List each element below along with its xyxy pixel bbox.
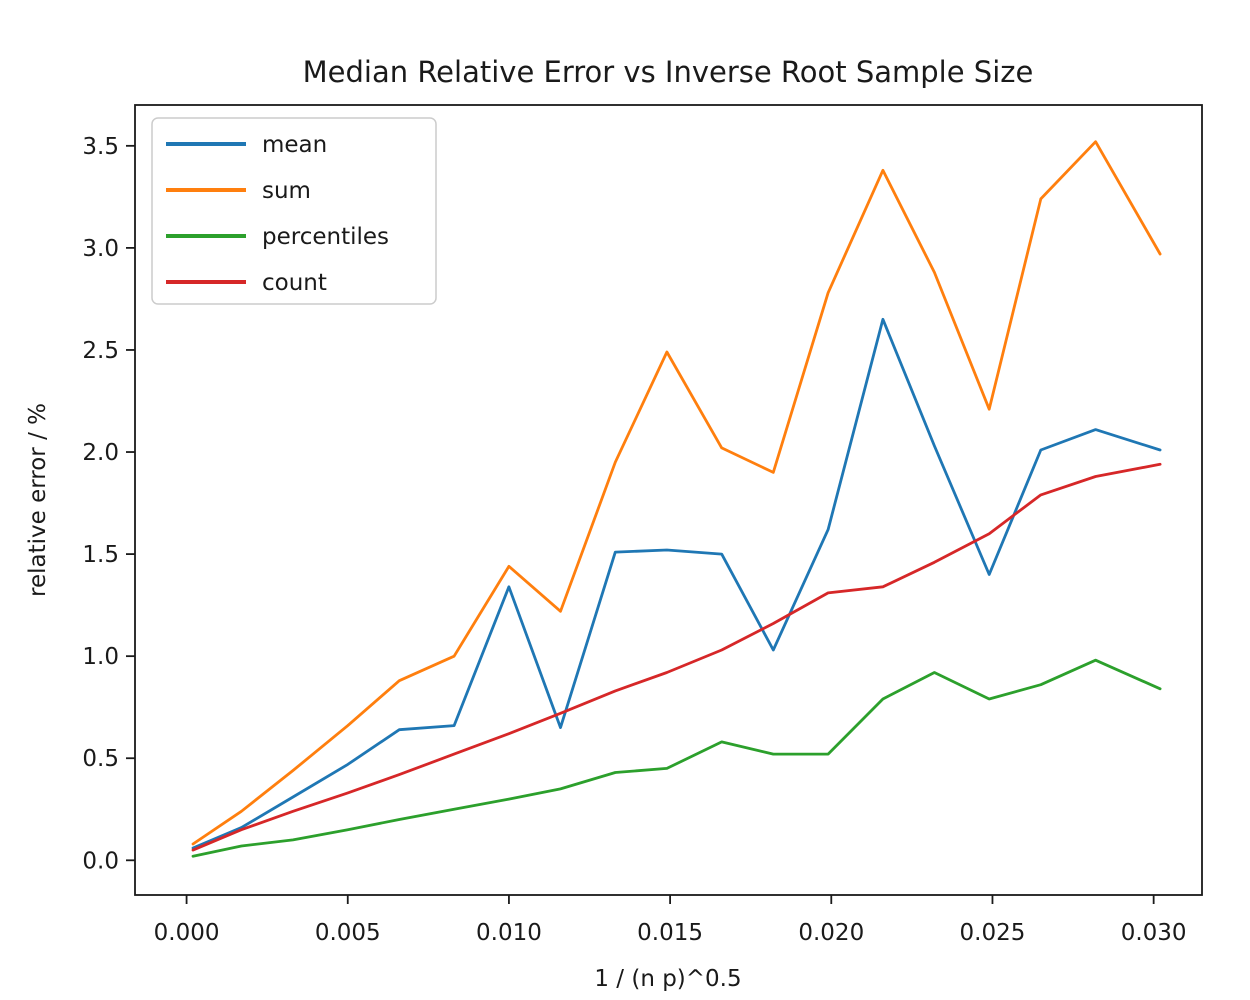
x-tick-label: 0.015 bbox=[637, 920, 703, 946]
legend-frame bbox=[151, 117, 437, 305]
series-line-count bbox=[191, 462, 1162, 852]
legend: mean sum percentiles count bbox=[151, 117, 437, 305]
x-tick-label: 0.025 bbox=[960, 920, 1026, 946]
legend-item-mean: mean bbox=[166, 132, 327, 158]
legend-label-sum: sum bbox=[262, 178, 311, 204]
y-tick-label: 0.0 bbox=[82, 848, 119, 874]
x-axis-label: 1 / (n p)^0.5 bbox=[594, 966, 741, 992]
y-tick-label: 2.5 bbox=[82, 338, 119, 364]
series-lines bbox=[191, 140, 1162, 858]
y-tick-label: 3.5 bbox=[82, 134, 119, 160]
y-tick-label: 1.5 bbox=[82, 542, 119, 568]
legend-item-count: count bbox=[166, 270, 327, 296]
legend-item-sum: sum bbox=[166, 178, 311, 204]
series-line-percentiles bbox=[191, 658, 1162, 858]
legend-label-percentiles: percentiles bbox=[262, 224, 389, 250]
plot-frame bbox=[134, 104, 1203, 896]
x-tick-label: 0.000 bbox=[154, 920, 220, 946]
x-axis-ticks: 0.000 0.005 0.010 0.015 0.020 0.025 0.030 bbox=[154, 895, 1187, 946]
y-tick-label: 3.0 bbox=[82, 236, 119, 262]
x-tick-label: 0.010 bbox=[476, 920, 542, 946]
y-tick-label: 0.5 bbox=[82, 746, 119, 772]
y-tick-label: 1.0 bbox=[82, 644, 119, 670]
y-axis-label: relative error / % bbox=[25, 403, 51, 597]
legend-label-count: count bbox=[262, 270, 327, 296]
y-tick-label: 2.0 bbox=[82, 440, 119, 466]
series-line-sum bbox=[191, 140, 1162, 846]
chart-title: Median Relative Error vs Inverse Root Sa… bbox=[303, 55, 1034, 89]
x-tick-label: 0.020 bbox=[798, 920, 864, 946]
legend-label-mean: mean bbox=[262, 132, 327, 158]
x-tick-label: 0.005 bbox=[315, 920, 381, 946]
y-axis-ticks: 0.0 0.5 1.0 1.5 2.0 2.5 3.0 3.5 bbox=[82, 134, 135, 874]
series-line-mean bbox=[191, 317, 1162, 850]
x-tick-label: 0.030 bbox=[1121, 920, 1187, 946]
legend-item-percentiles: percentiles bbox=[166, 224, 389, 250]
